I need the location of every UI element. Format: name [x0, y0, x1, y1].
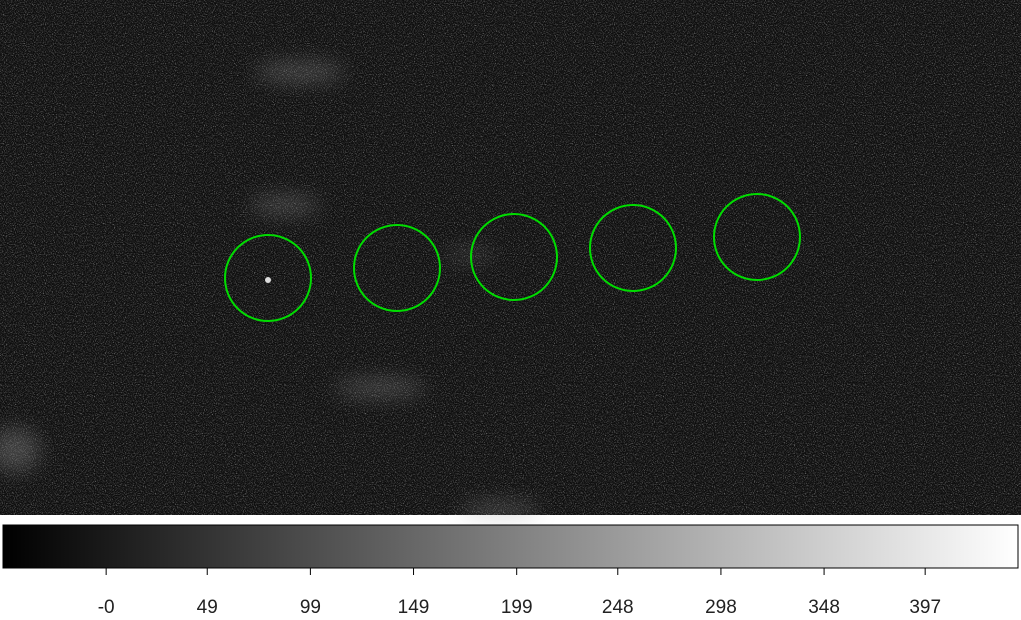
region-circle[interactable]	[470, 213, 558, 301]
tick-label: 348	[808, 597, 840, 618]
tick-label: -0	[98, 597, 115, 618]
region-circle[interactable]	[589, 204, 677, 292]
tick-label: 397	[909, 597, 941, 618]
tick-label: 49	[197, 597, 218, 618]
colorbar-ticks: -0 49 99 149 199 248 298 348 397	[98, 568, 941, 618]
tick-label: 149	[398, 597, 430, 618]
region-circle[interactable]	[224, 234, 312, 322]
regions	[224, 193, 801, 322]
region-circle[interactable]	[353, 224, 441, 312]
tick-label: 199	[501, 597, 533, 618]
tick-label: 99	[300, 597, 321, 618]
region-circle[interactable]	[713, 193, 801, 281]
image	[0, 0, 1021, 518]
tick-label: 298	[705, 597, 737, 618]
colorbar	[2, 524, 1019, 569]
tick-label: 248	[602, 597, 634, 618]
